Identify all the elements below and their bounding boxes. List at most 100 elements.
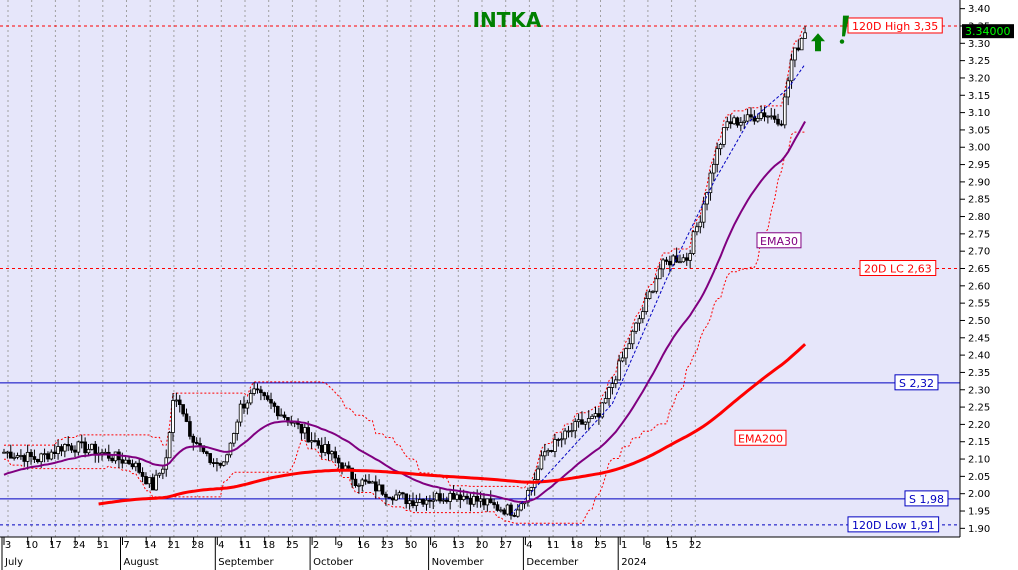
candle-body bbox=[367, 480, 371, 484]
y-tick-label: 2.55 bbox=[968, 299, 990, 310]
x-day-label: 20 bbox=[476, 540, 489, 551]
candle-body bbox=[407, 500, 412, 505]
candle-body bbox=[424, 499, 429, 505]
candle-body bbox=[194, 441, 199, 444]
candle-body bbox=[8, 451, 13, 459]
candle-body bbox=[215, 462, 219, 464]
candle-body bbox=[434, 493, 439, 501]
y-axis-background bbox=[960, 0, 1018, 570]
candle-body bbox=[610, 383, 615, 388]
candle-body bbox=[799, 37, 804, 51]
candle-body bbox=[336, 457, 341, 464]
y-tick-label: 3.30 bbox=[968, 39, 990, 50]
candle-body bbox=[458, 494, 463, 500]
candle-body bbox=[191, 435, 196, 443]
candle-body bbox=[539, 455, 544, 470]
exclamation-dot-icon bbox=[839, 39, 845, 44]
candle-body bbox=[86, 448, 91, 454]
x-day-label: 25 bbox=[286, 540, 299, 551]
candle-body bbox=[671, 255, 676, 266]
candle-body bbox=[505, 504, 510, 515]
y-tick-label: 3.40 bbox=[968, 4, 990, 15]
candle-body bbox=[715, 148, 719, 165]
candle-body bbox=[701, 203, 706, 223]
candle-body bbox=[543, 451, 547, 457]
candle-body bbox=[90, 443, 94, 450]
candle-body bbox=[225, 454, 229, 463]
candle-body bbox=[83, 441, 87, 454]
candle-body bbox=[428, 499, 432, 502]
candle-body bbox=[725, 121, 730, 128]
candle-body bbox=[772, 115, 777, 120]
candle-body bbox=[448, 492, 452, 502]
candle-body bbox=[465, 495, 469, 499]
ema30-line bbox=[3, 121, 806, 504]
candle-body bbox=[512, 514, 517, 517]
candle-body bbox=[620, 357, 625, 362]
candle-body bbox=[2, 451, 6, 454]
candle-body bbox=[762, 112, 767, 118]
candle-body bbox=[130, 463, 135, 468]
last-price-badge bbox=[962, 24, 1014, 39]
candle-body bbox=[722, 127, 726, 145]
candlesticks bbox=[2, 25, 807, 520]
candle-body bbox=[475, 495, 479, 502]
x-day-label: 27 bbox=[499, 540, 512, 551]
candle-body bbox=[269, 399, 273, 404]
candle-body bbox=[49, 451, 54, 460]
candle-body bbox=[167, 432, 172, 459]
candle-body bbox=[204, 451, 209, 454]
candle-body bbox=[455, 494, 459, 500]
level-label-box bbox=[847, 516, 940, 533]
candle-body bbox=[678, 261, 682, 264]
x-month-label: October bbox=[313, 557, 354, 568]
y-tick-label: 2.05 bbox=[968, 472, 990, 483]
candle-body bbox=[438, 493, 442, 502]
x-day-label: 1 bbox=[621, 540, 627, 551]
candle-body bbox=[184, 413, 189, 422]
y-tick-label: 2.80 bbox=[968, 212, 990, 223]
level-label-box bbox=[859, 260, 937, 276]
y-tick-label: 1.90 bbox=[968, 524, 990, 535]
indicator-label-box bbox=[756, 232, 802, 249]
candle-body bbox=[668, 260, 672, 266]
candle-body bbox=[779, 123, 784, 126]
channel-lines bbox=[3, 25, 806, 524]
candle-body bbox=[387, 496, 392, 499]
candle-body bbox=[259, 389, 263, 394]
candle-body bbox=[759, 112, 763, 119]
candle-body bbox=[766, 115, 770, 118]
candle-body bbox=[461, 495, 466, 500]
candle-body bbox=[597, 413, 601, 418]
x-day-label: 17 bbox=[49, 540, 62, 551]
x-axis-background bbox=[0, 537, 960, 570]
x-day-label: 11 bbox=[547, 540, 560, 551]
candle-body bbox=[488, 498, 493, 504]
candle-body bbox=[472, 495, 476, 505]
candle-body bbox=[468, 497, 473, 505]
candle-body bbox=[12, 456, 16, 459]
y-tick-label: 3.10 bbox=[968, 108, 990, 119]
candle-body bbox=[380, 484, 385, 495]
up-arrow-icon bbox=[811, 33, 825, 52]
candle-body bbox=[502, 509, 507, 515]
candle-body bbox=[32, 456, 37, 460]
x-day-label: 18 bbox=[570, 540, 583, 551]
y-tick-label: 2.45 bbox=[968, 333, 990, 344]
candle-body bbox=[188, 421, 192, 437]
x-day-label: 13 bbox=[452, 540, 465, 551]
candle-body bbox=[265, 395, 270, 400]
ema-lines bbox=[3, 121, 807, 506]
candle-body bbox=[735, 117, 740, 126]
candle-body bbox=[563, 430, 567, 440]
y-tick-label: 2.00 bbox=[968, 489, 990, 500]
candle-body bbox=[617, 360, 621, 381]
candle-body bbox=[681, 257, 686, 263]
candle-body bbox=[637, 318, 642, 324]
x-day-label: 24 bbox=[73, 540, 86, 551]
candle-body bbox=[150, 477, 155, 491]
y-tick-label: 2.60 bbox=[968, 281, 990, 292]
candle-body bbox=[583, 421, 588, 425]
candle-body bbox=[66, 444, 71, 447]
candle-body bbox=[776, 118, 780, 125]
